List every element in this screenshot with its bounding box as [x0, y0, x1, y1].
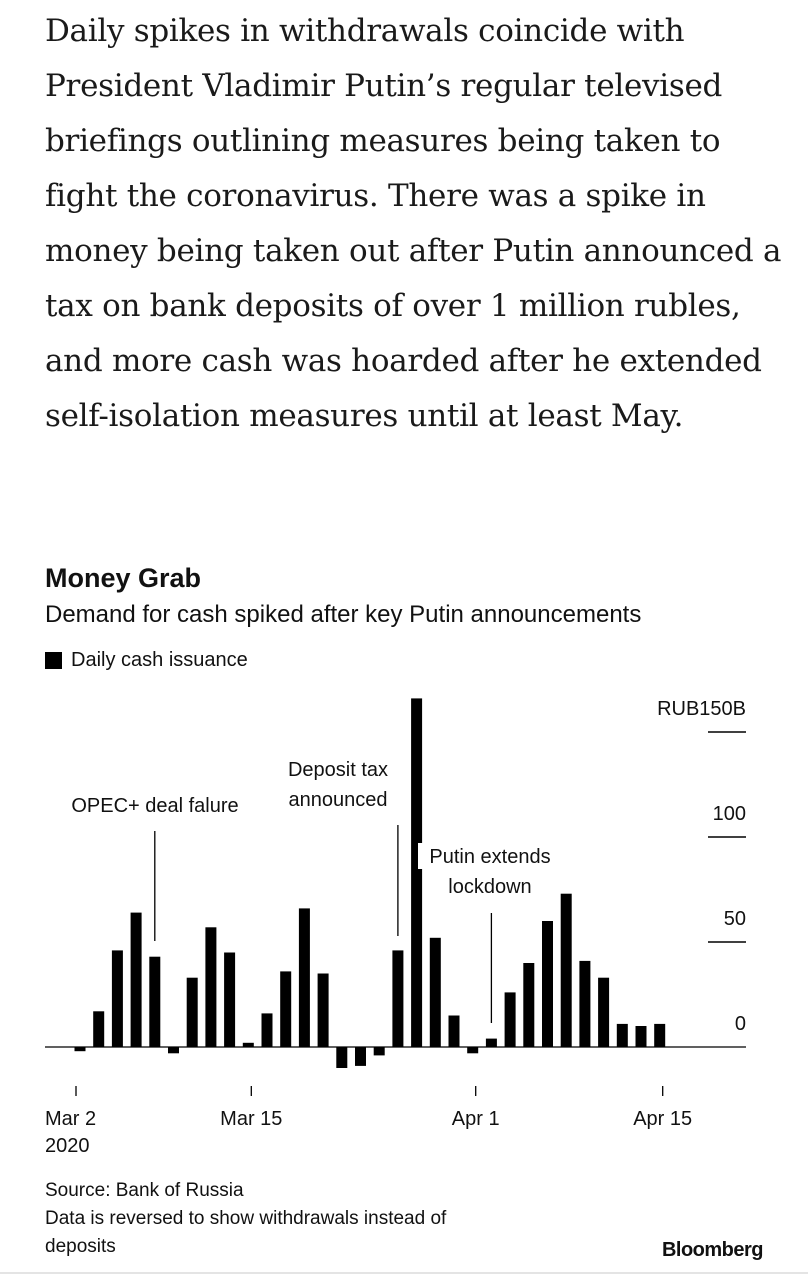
bar-mar-13: [224, 952, 236, 1047]
bar-apr-9: [579, 960, 591, 1047]
x-tick-label: Apr 1: [452, 1108, 500, 1130]
legend-label: Daily cash issuance: [71, 649, 248, 671]
bar-apr-8: [560, 893, 572, 1047]
bar-apr-15: [654, 1023, 666, 1047]
y-tick-label: 50: [724, 908, 746, 930]
bar-apr-1: [467, 1047, 479, 1054]
chart-legend: Daily cash issuance: [45, 649, 248, 672]
bar-chart: 0 50 100 RUB150B Mar 2 2020 Mar 15 Apr 1 Apr 15 O…: [45, 698, 746, 1157]
note-line-2: deposits: [45, 1236, 116, 1257]
bar-mar-2: [74, 1047, 86, 1052]
legend-swatch: [45, 652, 62, 669]
bar-apr-7: [542, 921, 553, 1047]
bar-mar-26: [392, 950, 404, 1047]
x-tick-sublabel: 2020: [45, 1135, 90, 1157]
bar-apr-6: [523, 963, 535, 1047]
bar-mar-12: [205, 927, 217, 1047]
bar-apr-13: [616, 1023, 628, 1047]
bar-mar-27: [411, 698, 423, 1047]
annotation-label: announced: [289, 789, 388, 811]
x-tick-label: Mar 2: [45, 1108, 96, 1130]
bar-apr-2: [485, 1038, 497, 1047]
y-tick-label: 100: [713, 803, 746, 825]
bar-apr-14: [635, 1026, 647, 1047]
bar-mar-30: [429, 937, 441, 1047]
bar-mar-23: [336, 1047, 348, 1068]
bar-mar-6: [149, 956, 161, 1047]
bar-apr-3: [504, 992, 516, 1047]
chart-title: Money Grab: [45, 563, 202, 593]
x-tick-label: Mar 15: [220, 1108, 282, 1130]
bar-mar-10: [168, 1047, 179, 1054]
bar-mar-11: [186, 977, 198, 1047]
bar-mar-20: [317, 973, 329, 1047]
annotation-label: lockdown: [448, 876, 531, 898]
note-line-1: Data is reversed to show withdrawals ins…: [45, 1208, 447, 1229]
article-paragraph: Daily spikes in withdrawals coincide wit…: [45, 13, 782, 434]
divider: [0, 1272, 808, 1274]
y-tick-label: RUB150B: [657, 698, 746, 720]
y-tick-label: 0: [735, 1013, 746, 1035]
annotation-label-background: [418, 843, 564, 869]
bar-mar-25: [373, 1047, 385, 1056]
bar-mar-19: [298, 908, 310, 1047]
bar-mar-5: [130, 912, 142, 1047]
chart-subtitle: Demand for cash spiked after key Putin a…: [45, 601, 642, 628]
bar-mar-3: [93, 1011, 105, 1047]
source-text: Source: Bank of Russia: [45, 1180, 244, 1201]
bar-mar-31: [448, 1015, 460, 1047]
bar-mar-16: [242, 1042, 254, 1047]
annotation-label: OPEC+ deal falure: [71, 795, 238, 817]
bar-apr-10: [598, 977, 610, 1047]
bloomberg-logo: Bloomberg: [661, 1239, 764, 1261]
bar-mar-17: [261, 1013, 273, 1047]
bar-mar-18: [280, 971, 292, 1047]
annotation-label: Putin extends: [429, 846, 550, 868]
x-tick-label: Apr 15: [633, 1108, 692, 1130]
bar-mar-24: [355, 1047, 366, 1066]
bar-mar-4: [111, 950, 123, 1047]
annotation-label: Deposit tax: [288, 759, 388, 781]
